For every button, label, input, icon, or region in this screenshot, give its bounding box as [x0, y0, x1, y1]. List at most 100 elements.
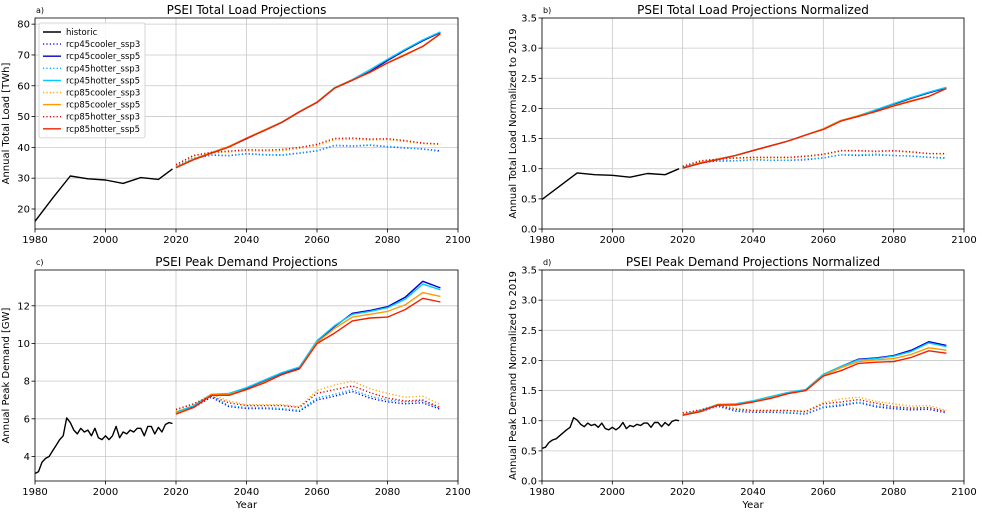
y-tick-label: 3.5 — [521, 266, 537, 277]
legend-entry-historic: historic — [66, 28, 98, 38]
y-tick-label: 0.0 — [521, 477, 537, 488]
series-line-historic — [35, 168, 173, 222]
y-axis-label: Annual Peak Demand Normalized to 2019 — [508, 271, 519, 480]
y-tick-label: 3.5 — [521, 14, 537, 25]
x-tick-label: 1980 — [529, 235, 554, 246]
y-tick-label: 60 — [17, 81, 30, 92]
panel-label: b) — [543, 6, 551, 15]
x-tick-label: 2020 — [163, 487, 188, 498]
series-line-rcp85hotter_ssp3 — [175, 385, 441, 411]
x-tick-label: 2000 — [93, 235, 118, 246]
chart-title: PSEI Total Load Projections Normalized — [637, 3, 869, 17]
x-tick-label: 2100 — [445, 487, 470, 498]
panel-c: 1980 2000 2020 2040 2060 2080 2100 4 6 8 10 12 PSEI … — [1, 255, 471, 511]
panel-d: 1980 2000 2020 2040 2060 2080 2100 0.0 0.5 1.0 1.5… — [508, 255, 977, 511]
y-tick-label: 0.0 — [521, 225, 537, 236]
series-line-rcp45hotter_ssp3 — [682, 153, 947, 168]
legend-entry-rcp85hotter_ssp3: rcp85hotter_ssp3 — [66, 113, 140, 123]
y-tick-label: 2.5 — [521, 74, 537, 85]
panel-a: 1980 2000 2020 2040 2060 2080 2100 20 30 40 50 60 70… — [1, 3, 471, 246]
x-tick-label: 1980 — [22, 487, 47, 498]
y-tick-label: 80 — [17, 20, 30, 31]
x-tick-label: 2000 — [600, 487, 625, 498]
series-line-historic — [542, 168, 680, 201]
x-tick-label: 1980 — [529, 487, 554, 498]
y-tick-label: 6 — [24, 414, 30, 425]
legend-box — [38, 22, 146, 139]
series-line-rcp85cooler_ssp3 — [682, 396, 947, 415]
legend-entry-rcp45hotter_ssp3: rcp45hotter_ssp3 — [66, 64, 140, 74]
y-tick-label: 2.0 — [521, 356, 537, 367]
x-tick-label: 2040 — [234, 487, 259, 498]
series-lines — [35, 280, 441, 475]
y-axis-label: Annual Total Load [TWh] — [1, 63, 12, 185]
y-tick-label: 40 — [17, 143, 30, 154]
y-tick-label: 1.5 — [521, 386, 537, 397]
chart-title: PSEI Total Load Projections — [167, 3, 327, 17]
y-tick-label: 2.5 — [521, 326, 537, 337]
y-tick-label: 4 — [24, 452, 30, 463]
y-tick-label: 3.0 — [521, 44, 537, 55]
x-tick-label: 2040 — [740, 487, 765, 498]
legend-entry-rcp45cooler_ssp5: rcp45cooler_ssp5 — [66, 52, 140, 62]
series-line-rcp85hotter_ssp3 — [682, 149, 947, 167]
y-axis-label: Annual Peak Demand [GW] — [1, 307, 12, 443]
legend-entry-rcp85hotter_ssp5: rcp85hotter_ssp5 — [66, 125, 140, 135]
series-line-rcp85hotter_ssp3 — [682, 398, 947, 414]
x-tick-label: 2000 — [93, 487, 118, 498]
y-tick-label: 12 — [17, 301, 30, 312]
x-tick-label: 1980 — [22, 235, 47, 246]
y-tick-label: 10 — [17, 339, 30, 350]
x-tick-label: 2020 — [670, 487, 695, 498]
x-tick-label: 2080 — [375, 235, 400, 246]
x-tick-label: 2020 — [163, 235, 188, 246]
x-tick-label: 2000 — [600, 235, 625, 246]
legend-entry-rcp45cooler_ssp3: rcp45cooler_ssp3 — [66, 40, 140, 50]
series-lines — [542, 86, 947, 201]
y-tick-label: 1.5 — [521, 134, 537, 145]
chart-title: PSEI Peak Demand Projections — [155, 255, 337, 269]
y-tick-label: 0.5 — [521, 446, 537, 457]
x-tick-label: 2100 — [951, 487, 976, 498]
x-tick-label: 2040 — [740, 235, 765, 246]
series-line-rcp45cooler_ssp3 — [682, 401, 947, 416]
legend-entry-rcp45hotter_ssp5: rcp45hotter_ssp5 — [66, 76, 140, 86]
x-tick-label: 2060 — [811, 487, 836, 498]
y-tick-label: 1.0 — [521, 416, 537, 427]
x-tick-label: 2060 — [811, 235, 836, 246]
x-tick-label: 2080 — [375, 487, 400, 498]
x-axis-label: Year — [235, 500, 258, 511]
series-line-rcp85hotter_ssp5 — [682, 350, 947, 416]
series-line-historic — [542, 417, 680, 450]
panel-label: c) — [36, 258, 44, 267]
x-tick-label: 2100 — [951, 235, 976, 246]
y-tick-label: 0.5 — [521, 194, 537, 205]
y-tick-label: 8 — [24, 377, 30, 388]
x-tick-label: 2080 — [881, 487, 906, 498]
x-tick-label: 2080 — [881, 235, 906, 246]
panel-label: a) — [36, 6, 44, 15]
panel-b: 1980 2000 2020 2040 2060 2080 2100 0.0 0.5 1.0 1.5… — [508, 3, 977, 246]
series-line-rcp45hotter_ssp3 — [175, 388, 441, 413]
series-line-rcp85cooler_ssp3 — [175, 380, 441, 412]
y-axis-label: Annual Total Load Normalized to 2019 — [508, 28, 519, 218]
x-tick-label: 2100 — [445, 235, 470, 246]
y-tick-label: 20 — [17, 204, 30, 215]
x-tick-label: 2060 — [304, 235, 329, 246]
legend-entry-rcp85cooler_ssp5: rcp85cooler_ssp5 — [66, 101, 140, 111]
y-tick-label: 2.0 — [521, 104, 537, 115]
series-line-historic — [35, 417, 173, 475]
panel-label: d) — [543, 258, 551, 267]
y-tick-label: 1.0 — [521, 164, 537, 175]
series-line-rcp85hotter_ssp5 — [682, 87, 947, 169]
series-line-rcp85hotter_ssp5 — [175, 297, 441, 415]
y-tick-label: 30 — [17, 174, 30, 185]
y-tick-label: 70 — [17, 50, 30, 61]
legend: historic rcp45cooler_ssp3 rcp45cooler_ssp5… — [38, 22, 146, 139]
x-tick-label: 2020 — [670, 235, 695, 246]
legend-entry-rcp85cooler_ssp3: rcp85cooler_ssp3 — [66, 89, 140, 99]
x-tick-label: 2060 — [304, 487, 329, 498]
x-tick-label: 2040 — [234, 235, 259, 246]
y-tick-label: 50 — [17, 112, 30, 123]
